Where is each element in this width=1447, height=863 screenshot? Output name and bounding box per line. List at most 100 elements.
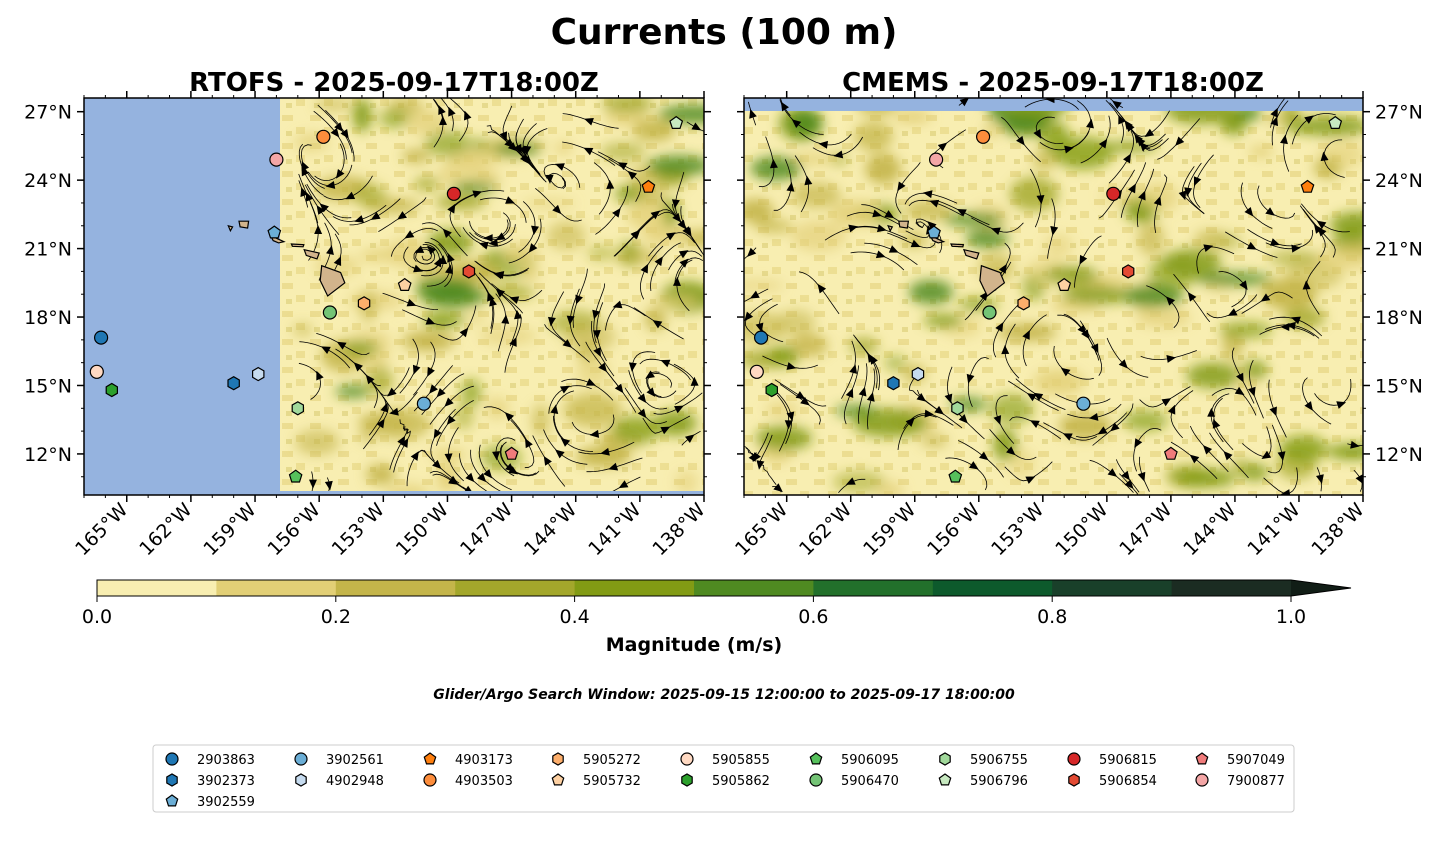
- streamline-arrow: [1153, 195, 1162, 206]
- streamline-arrow: [427, 245, 437, 255]
- streamline-arrow: [459, 327, 469, 338]
- streamline-arrow: [1336, 401, 1347, 409]
- streamline-arrow: [674, 405, 684, 414]
- float-marker-3902373: [887, 376, 900, 391]
- legend-marker-5906854: [1068, 773, 1080, 787]
- speed-patch: [1032, 149, 1057, 170]
- streamline-arrow: [1261, 450, 1272, 459]
- speed-patch: [776, 309, 816, 335]
- float-marker-7900877: [269, 152, 284, 167]
- streamline-arrow: [872, 209, 883, 218]
- streamline-arrow: [1189, 454, 1200, 464]
- streamline-arrow: [786, 411, 795, 422]
- speed-patch: [1137, 222, 1165, 256]
- legend-label: 5905862: [712, 774, 770, 789]
- legend-marker-5905732: [551, 773, 565, 786]
- streamline-arrow: [612, 207, 621, 218]
- speed-patch: [604, 108, 647, 126]
- streamline-arrow: [614, 383, 624, 394]
- x-tick-label: 141°W: [584, 499, 645, 560]
- streamline-arrow: [749, 108, 757, 119]
- streamline-arrow: [600, 447, 610, 456]
- streamline-arrow: [677, 219, 687, 230]
- speed-patch-strong: [755, 425, 812, 451]
- speed-patch: [854, 121, 893, 151]
- streamline-arrow: [956, 209, 967, 217]
- float-marker-5905862: [765, 382, 779, 398]
- streamline-arrow: [330, 127, 340, 138]
- speed-patch: [1007, 449, 1035, 478]
- streamline-arrow: [916, 392, 927, 402]
- speed-patch: [1194, 230, 1229, 249]
- float-marker-4903173: [641, 179, 656, 193]
- speed-patch: [642, 225, 689, 243]
- streamline-arrow: [1227, 308, 1238, 316]
- streamline-arrow: [1121, 470, 1130, 481]
- streamline-arrow: [444, 453, 453, 463]
- float-legend: 2903863 3902373 3902559 3902561 4902948 49031…: [152, 744, 1295, 813]
- streamline-arrow: [566, 315, 575, 325]
- speed-patch: [342, 342, 379, 355]
- x-tick-label: 153°W: [328, 499, 389, 560]
- streamline-arrow: [1138, 190, 1146, 201]
- speed-patch: [849, 337, 879, 355]
- streamline-arrow: [866, 392, 875, 402]
- streamline-arrow: [1175, 136, 1185, 146]
- streamline-arrow: [586, 378, 596, 386]
- streamline-arrow: [465, 472, 475, 483]
- cmems-panel-title: CMEMS - 2025-09-17T18:00Z: [842, 68, 1264, 98]
- streamline-arrow: [637, 393, 647, 403]
- rtofs-panel-title: RTOFS - 2025-09-17T18:00Z: [189, 68, 599, 98]
- streamline-arrow: [650, 210, 661, 220]
- legend-label: 5906095: [841, 753, 899, 768]
- streamline-arrow: [397, 211, 407, 220]
- figure-suptitle: Currents (100 m): [551, 12, 898, 53]
- streamline-arrow: [652, 320, 663, 329]
- streamline-arrow: [316, 205, 325, 215]
- streamline-arrow: [978, 451, 989, 461]
- streamline-arrow: [1062, 433, 1073, 441]
- streamline-arrow: [336, 169, 345, 179]
- streamline-arrow: [448, 106, 456, 117]
- legend-marker-5906470: [809, 773, 823, 787]
- streamline-arrow: [592, 329, 601, 340]
- streamline-arrow: [1260, 293, 1271, 302]
- x-tick-label: 156°W: [923, 499, 984, 560]
- streamline-arrow: [612, 300, 623, 309]
- streamline-arrow: [927, 221, 937, 231]
- island-maui: [303, 248, 321, 260]
- streamline-arrow: [1001, 345, 1010, 355]
- speed-patch-strong: [421, 285, 487, 308]
- float-marker-3902561: [1076, 396, 1091, 411]
- speed-patch: [435, 194, 486, 210]
- streamline-arrow: [1313, 224, 1323, 234]
- x-tick-label: 144°W: [1179, 499, 1240, 560]
- x-tick-label: 141°W: [1243, 499, 1304, 560]
- streamline-arrow: [1165, 296, 1176, 306]
- streamline-arrow: [1316, 474, 1324, 484]
- speed-patch: [894, 110, 931, 124]
- speed-patch-strong: [658, 105, 704, 124]
- streamline-arrow: [495, 288, 506, 298]
- streamline-arrow: [446, 415, 456, 425]
- float-marker-4902948: [252, 366, 265, 382]
- speed-patch: [521, 263, 539, 281]
- colorbar-segment: [813, 580, 934, 596]
- streamline-arrow: [769, 158, 778, 169]
- speed-patch: [437, 463, 458, 492]
- speed-patch: [555, 142, 572, 154]
- streamline-arrow: [666, 232, 676, 241]
- speed-patch-strong: [834, 405, 878, 417]
- streamline-arrow: [507, 142, 518, 152]
- streamline-arrow: [444, 397, 454, 407]
- streamline-arrow: [505, 196, 515, 204]
- streamline-arrow: [888, 245, 899, 253]
- streamline-arrow: [413, 264, 423, 273]
- streamline-arrow: [966, 373, 975, 384]
- speed-patch: [576, 354, 609, 387]
- streamline-arrow: [325, 180, 336, 189]
- streamline-arrow: [858, 386, 867, 397]
- streamline-arrow: [1006, 446, 1016, 456]
- streamline-arrow: [747, 247, 757, 257]
- float-marker-5905732: [1057, 277, 1072, 291]
